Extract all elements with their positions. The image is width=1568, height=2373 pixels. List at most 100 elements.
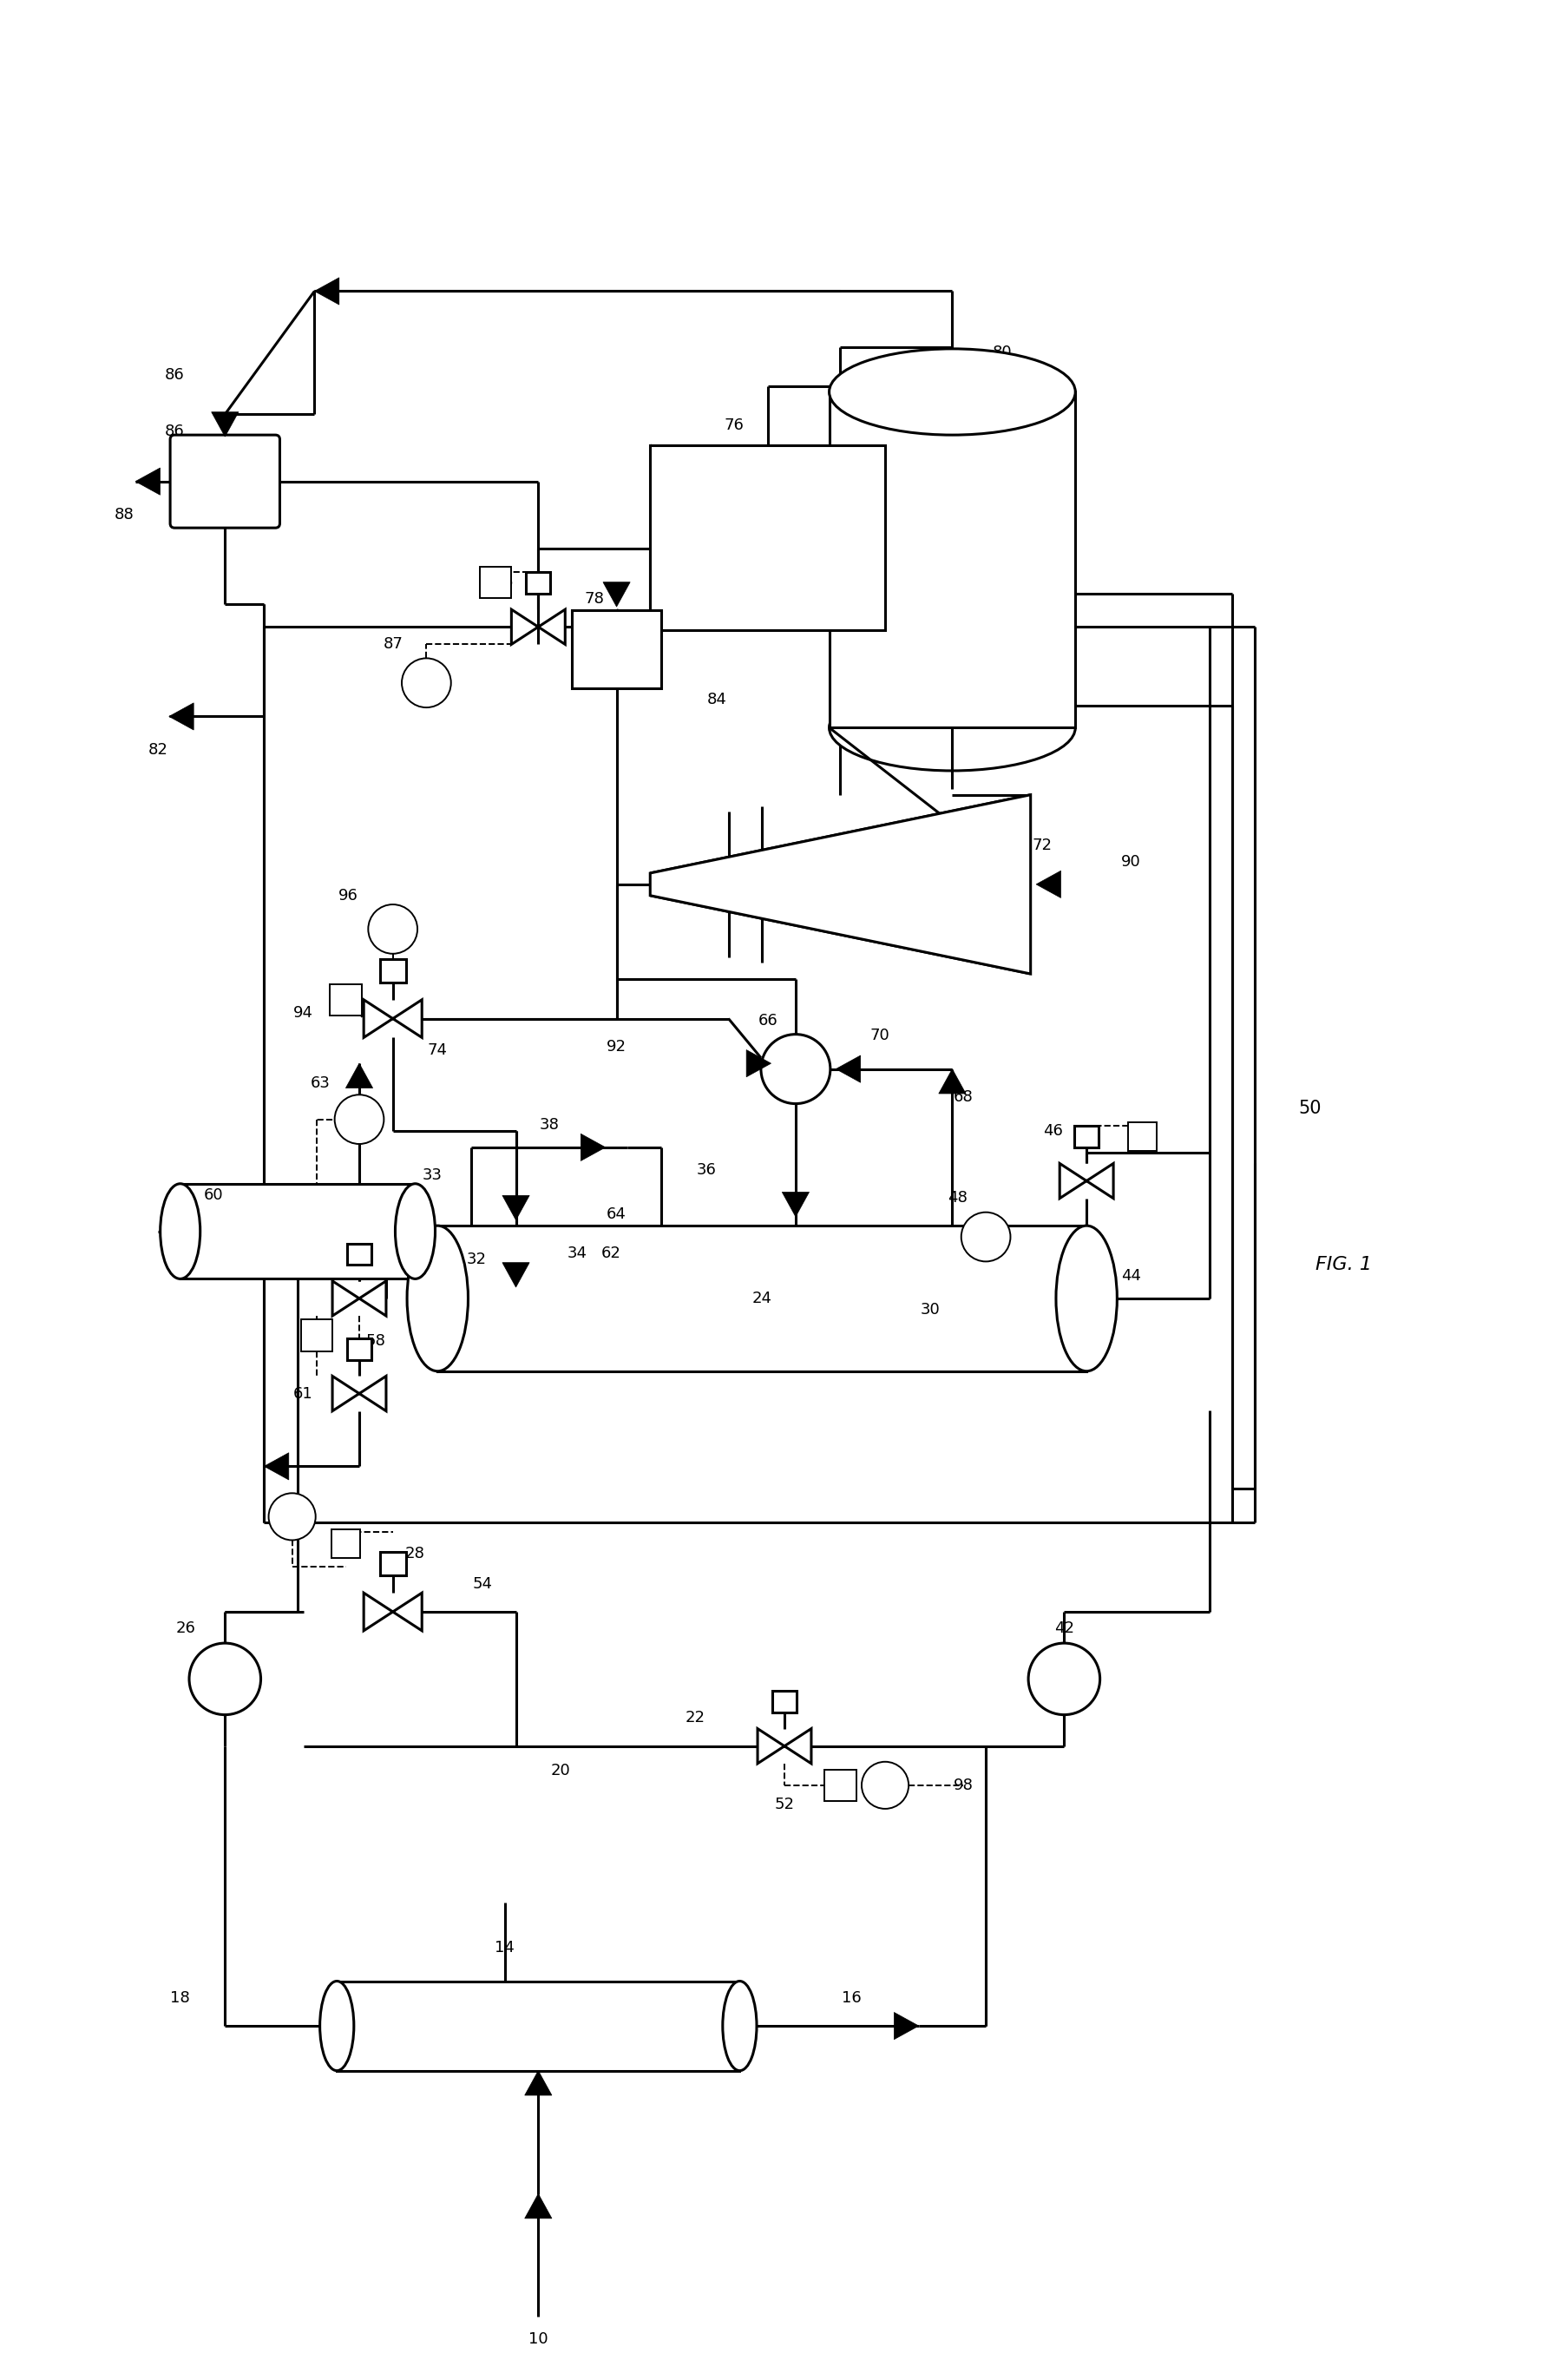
Bar — [571, 610, 662, 688]
Text: 42: 42 — [1054, 1621, 1074, 1637]
Polygon shape — [169, 702, 193, 731]
Text: 10: 10 — [528, 2330, 547, 2347]
Polygon shape — [757, 1728, 811, 1763]
Text: 85: 85 — [494, 574, 514, 591]
Polygon shape — [836, 1056, 859, 1082]
Polygon shape — [502, 1196, 528, 1220]
Text: 38: 38 — [539, 1118, 560, 1132]
Polygon shape — [345, 1063, 373, 1087]
Circle shape — [401, 657, 450, 707]
Text: 46: 46 — [1043, 1122, 1062, 1139]
Bar — [825, 1770, 856, 1801]
Polygon shape — [894, 2012, 919, 2038]
Bar — [180, 1184, 416, 1279]
Text: 22: 22 — [685, 1711, 704, 1725]
Text: 36: 36 — [696, 1163, 715, 1177]
Text: 12: 12 — [332, 2017, 353, 2034]
Text: 34: 34 — [568, 1246, 586, 1262]
Polygon shape — [212, 413, 238, 437]
Text: FIG. 1: FIG. 1 — [1316, 1255, 1372, 1274]
Bar — [347, 1243, 372, 1265]
Ellipse shape — [829, 349, 1074, 434]
Bar — [329, 985, 361, 1016]
Polygon shape — [511, 610, 564, 645]
Text: 66: 66 — [757, 1013, 778, 1028]
Circle shape — [334, 1094, 384, 1144]
Text: 88: 88 — [114, 508, 135, 522]
Polygon shape — [135, 467, 160, 496]
Text: 48: 48 — [947, 1189, 967, 1205]
Circle shape — [760, 1035, 829, 1103]
Text: 78: 78 — [583, 591, 604, 607]
Bar — [347, 1338, 372, 1360]
Text: 26: 26 — [176, 1621, 196, 1637]
Text: 92: 92 — [607, 1039, 626, 1054]
Text: 54: 54 — [472, 1576, 492, 1592]
Text: 63: 63 — [310, 1075, 329, 1092]
Text: 28: 28 — [405, 1545, 425, 1561]
Text: 30: 30 — [919, 1303, 939, 1317]
Bar — [1127, 1122, 1156, 1151]
Bar — [437, 1227, 1087, 1372]
Polygon shape — [332, 1376, 386, 1412]
Bar — [301, 1319, 332, 1350]
Polygon shape — [746, 1049, 770, 1077]
Bar — [337, 1981, 739, 2072]
Text: 32: 32 — [467, 1251, 486, 1267]
Ellipse shape — [829, 683, 1074, 771]
Polygon shape — [364, 999, 422, 1037]
Text: 58: 58 — [365, 1334, 386, 1348]
Text: 60: 60 — [204, 1186, 224, 1203]
Text: 84: 84 — [707, 693, 728, 707]
Polygon shape — [502, 1262, 528, 1286]
Circle shape — [268, 1493, 315, 1540]
Circle shape — [368, 904, 417, 954]
Bar — [649, 446, 884, 629]
Polygon shape — [1035, 871, 1060, 897]
Ellipse shape — [160, 1184, 201, 1279]
Text: 86: 86 — [165, 422, 185, 439]
Ellipse shape — [723, 1981, 756, 2072]
Text: 61: 61 — [293, 1386, 314, 1402]
Text: 74: 74 — [428, 1042, 447, 1058]
Polygon shape — [314, 278, 339, 304]
Bar — [480, 567, 511, 598]
Text: 62: 62 — [601, 1246, 621, 1262]
Polygon shape — [782, 1191, 809, 1217]
Text: 33: 33 — [422, 1168, 442, 1184]
Text: 20: 20 — [550, 1763, 571, 1777]
Text: 90: 90 — [1121, 854, 1140, 871]
Text: 82: 82 — [147, 743, 168, 757]
FancyBboxPatch shape — [169, 434, 279, 527]
Text: 86: 86 — [165, 368, 185, 382]
Bar — [379, 959, 406, 982]
Text: 14: 14 — [494, 1939, 514, 1955]
Circle shape — [861, 1761, 908, 1808]
Text: 50: 50 — [1298, 1099, 1322, 1118]
Text: 44: 44 — [1121, 1267, 1140, 1284]
Ellipse shape — [1055, 1227, 1116, 1372]
Polygon shape — [524, 2072, 552, 2095]
Bar — [1074, 1125, 1098, 1146]
Text: 72: 72 — [1032, 838, 1051, 852]
Bar — [379, 1552, 406, 1576]
Polygon shape — [602, 581, 630, 607]
Polygon shape — [332, 1281, 386, 1317]
Polygon shape — [649, 795, 1030, 973]
Polygon shape — [263, 1452, 289, 1481]
Polygon shape — [1058, 1163, 1113, 1198]
Text: 98: 98 — [953, 1777, 972, 1794]
Text: 80: 80 — [993, 344, 1011, 361]
Text: 87: 87 — [383, 636, 403, 653]
Text: 18: 18 — [171, 1991, 190, 2005]
Text: 94: 94 — [293, 1006, 314, 1020]
Text: 68: 68 — [953, 1089, 972, 1106]
Text: 64: 64 — [607, 1205, 626, 1222]
Ellipse shape — [406, 1227, 467, 1372]
Bar — [331, 1528, 361, 1559]
Text: 96: 96 — [339, 888, 358, 904]
Ellipse shape — [320, 1981, 354, 2072]
Text: 16: 16 — [840, 1991, 861, 2005]
Polygon shape — [580, 1134, 605, 1160]
Bar — [829, 392, 1074, 729]
